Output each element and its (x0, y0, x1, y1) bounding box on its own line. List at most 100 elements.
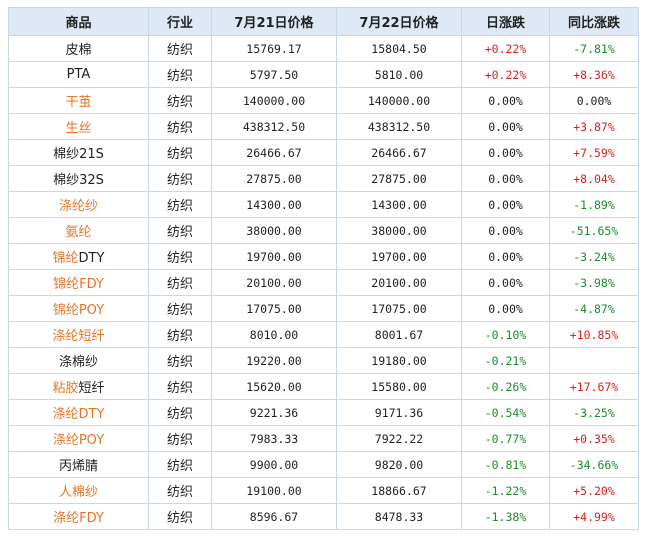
industry-cell: 纺织 (148, 217, 212, 244)
yoy-change-cell: +5.20% (549, 477, 639, 504)
commodity-price-table: 商品 行业 7月21日价格 7月22日价格 日涨跌 同比涨跌 皮棉 纺织 15769… (8, 7, 639, 530)
price-jul22-cell: 140000.00 (336, 87, 462, 114)
commodity-name-cell: 丙烯腈 (8, 451, 149, 478)
commodity-name-text: 丙烯腈 (58, 459, 98, 474)
industry-cell: 纺织 (148, 35, 212, 62)
header-price-jul22: 7月22日价格 (336, 7, 462, 36)
price-jul21-cell: 8596.67 (211, 503, 337, 530)
table-row: 氨纶 纺织 38000.00 38000.00 0.00% -51.65% (8, 217, 639, 244)
commodity-name-cell: 皮棉 (8, 35, 149, 62)
daily-change-cell: 0.00% (461, 139, 550, 166)
daily-change-cell: -0.21% (461, 347, 550, 374)
industry-cell: 纺织 (148, 347, 212, 374)
daily-change-cell: 0.00% (461, 295, 550, 322)
yoy-change-cell: -3.25% (549, 399, 639, 426)
industry-cell: 纺织 (148, 373, 212, 400)
daily-change-cell: 0.00% (461, 87, 550, 114)
commodity-link[interactable]: 人棉纱 (58, 485, 98, 500)
commodity-name-cell: 锦纶FDY (8, 269, 149, 296)
commodity-name-text: 皮棉 (65, 43, 92, 58)
commodity-link[interactable]: 涤纶短纤 (52, 329, 105, 344)
commodity-link[interactable]: 涤纶DTY (52, 407, 105, 422)
yoy-change-cell: 0.00% (549, 87, 639, 114)
price-jul22-cell: 8478.33 (336, 503, 462, 530)
industry-cell: 纺织 (148, 191, 212, 218)
price-jul21-cell: 27875.00 (211, 165, 337, 192)
industry-cell: 纺织 (148, 139, 212, 166)
commodity-link[interactable]: 干茧 (65, 95, 92, 110)
commodity-link[interactable]: 粘胶 (52, 381, 79, 396)
yoy-change-cell: +3.87% (549, 113, 639, 140)
price-jul21-cell: 19220.00 (211, 347, 337, 374)
yoy-change-cell: -51.65% (549, 217, 639, 244)
industry-cell: 纺织 (148, 87, 212, 114)
commodity-link[interactable]: 涤纶纱 (58, 199, 98, 214)
daily-change-cell: +0.22% (461, 61, 550, 88)
yoy-change-cell: +8.36% (549, 61, 639, 88)
commodity-link[interactable]: 锦纶FDY (53, 277, 104, 292)
yoy-change-cell: -4.87% (549, 295, 639, 322)
commodity-name-cell: 涤纶POY (8, 425, 149, 452)
daily-change-cell: -0.54% (461, 399, 550, 426)
table-row: 生丝 纺织 438312.50 438312.50 0.00% +3.87% (8, 113, 639, 140)
price-jul22-cell: 9820.00 (336, 451, 462, 478)
price-jul21-cell: 5797.50 (211, 61, 337, 88)
price-jul21-cell: 19100.00 (211, 477, 337, 504)
daily-change-cell: -1.22% (461, 477, 550, 504)
yoy-change-cell: +8.04% (549, 165, 639, 192)
commodity-link[interactable]: 锦纶 (52, 251, 79, 266)
yoy-change-cell: +17.67% (549, 373, 639, 400)
yoy-change-cell: -1.89% (549, 191, 639, 218)
price-jul22-cell: 8001.67 (336, 321, 462, 348)
price-jul22-cell: 5810.00 (336, 61, 462, 88)
daily-change-cell: 0.00% (461, 191, 550, 218)
table-row: 涤棉纱 纺织 19220.00 19180.00 -0.21% (8, 347, 639, 374)
yoy-change-cell (549, 347, 639, 374)
table-row: 丙烯腈 纺织 9900.00 9820.00 -0.81% -34.66% (8, 451, 639, 478)
table-header-row: 商品 行业 7月21日价格 7月22日价格 日涨跌 同比涨跌 (8, 7, 639, 36)
industry-cell: 纺织 (148, 321, 212, 348)
industry-cell: 纺织 (148, 113, 212, 140)
price-jul22-cell: 14300.00 (336, 191, 462, 218)
header-price-jul21: 7月21日价格 (211, 7, 337, 36)
commodity-name-cell: 棉纱21S (8, 139, 149, 166)
price-jul21-cell: 8010.00 (211, 321, 337, 348)
price-jul21-cell: 438312.50 (211, 113, 337, 140)
daily-change-cell: -0.77% (461, 425, 550, 452)
commodity-link[interactable]: 生丝 (65, 121, 92, 136)
commodity-name-cell: 生丝 (8, 113, 149, 140)
industry-cell: 纺织 (148, 425, 212, 452)
price-jul21-cell: 9221.36 (211, 399, 337, 426)
price-jul21-cell: 26466.67 (211, 139, 337, 166)
table-row: 涤纶POY 纺织 7983.33 7922.22 -0.77% +0.35% (8, 425, 639, 452)
industry-cell: 纺织 (148, 269, 212, 296)
industry-cell: 纺织 (148, 165, 212, 192)
industry-cell: 纺织 (148, 295, 212, 322)
commodity-name-cell: 锦纶DTY (8, 243, 149, 270)
commodity-link[interactable]: 锦纶POY (52, 303, 105, 318)
price-jul22-cell: 15804.50 (336, 35, 462, 62)
commodity-name-text: 棉纱32S (53, 173, 104, 188)
price-jul22-cell: 26466.67 (336, 139, 462, 166)
table-row: 涤纶DTY 纺织 9221.36 9171.36 -0.54% -3.25% (8, 399, 639, 426)
commodity-link[interactable]: 涤纶FDY (53, 511, 104, 526)
industry-cell: 纺织 (148, 451, 212, 478)
industry-cell: 纺织 (148, 477, 212, 504)
price-jul21-cell: 17075.00 (211, 295, 337, 322)
price-jul22-cell: 19180.00 (336, 347, 462, 374)
table-row: 锦纶DTY 纺织 19700.00 19700.00 0.00% -3.24% (8, 243, 639, 270)
commodity-name-cell: 涤纶短纤 (8, 321, 149, 348)
commodity-link[interactable]: 涤纶POY (52, 433, 105, 448)
commodity-link[interactable]: 氨纶 (65, 225, 92, 240)
table-row: 涤纶FDY 纺织 8596.67 8478.33 -1.38% +4.99% (8, 503, 639, 530)
daily-change-cell: +0.22% (461, 35, 550, 62)
table-row: PTA 纺织 5797.50 5810.00 +0.22% +8.36% (8, 61, 639, 88)
daily-change-cell: 0.00% (461, 243, 550, 270)
yoy-change-cell: +4.99% (549, 503, 639, 530)
industry-cell: 纺织 (148, 61, 212, 88)
commodity-name-text: 棉纱21S (53, 147, 104, 162)
daily-change-cell: 0.00% (461, 269, 550, 296)
table-row: 干茧 纺织 140000.00 140000.00 0.00% 0.00% (8, 87, 639, 114)
table-row: 人棉纱 纺织 19100.00 18866.67 -1.22% +5.20% (8, 477, 639, 504)
industry-cell: 纺织 (148, 503, 212, 530)
